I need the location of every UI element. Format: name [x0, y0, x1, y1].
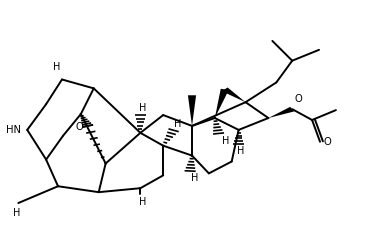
- Text: H: H: [138, 103, 146, 113]
- Polygon shape: [188, 95, 196, 126]
- Text: H: H: [138, 197, 146, 206]
- Polygon shape: [222, 87, 246, 102]
- Text: HN: HN: [6, 125, 21, 135]
- Text: H: H: [13, 208, 20, 218]
- Text: H: H: [191, 173, 199, 183]
- Text: O: O: [294, 94, 302, 104]
- Text: H: H: [174, 119, 182, 129]
- Text: H: H: [53, 62, 60, 72]
- Polygon shape: [215, 89, 229, 118]
- Text: O: O: [324, 137, 331, 147]
- Text: H: H: [237, 146, 244, 156]
- Text: O: O: [76, 122, 83, 132]
- Polygon shape: [269, 107, 294, 118]
- Text: H: H: [221, 136, 229, 146]
